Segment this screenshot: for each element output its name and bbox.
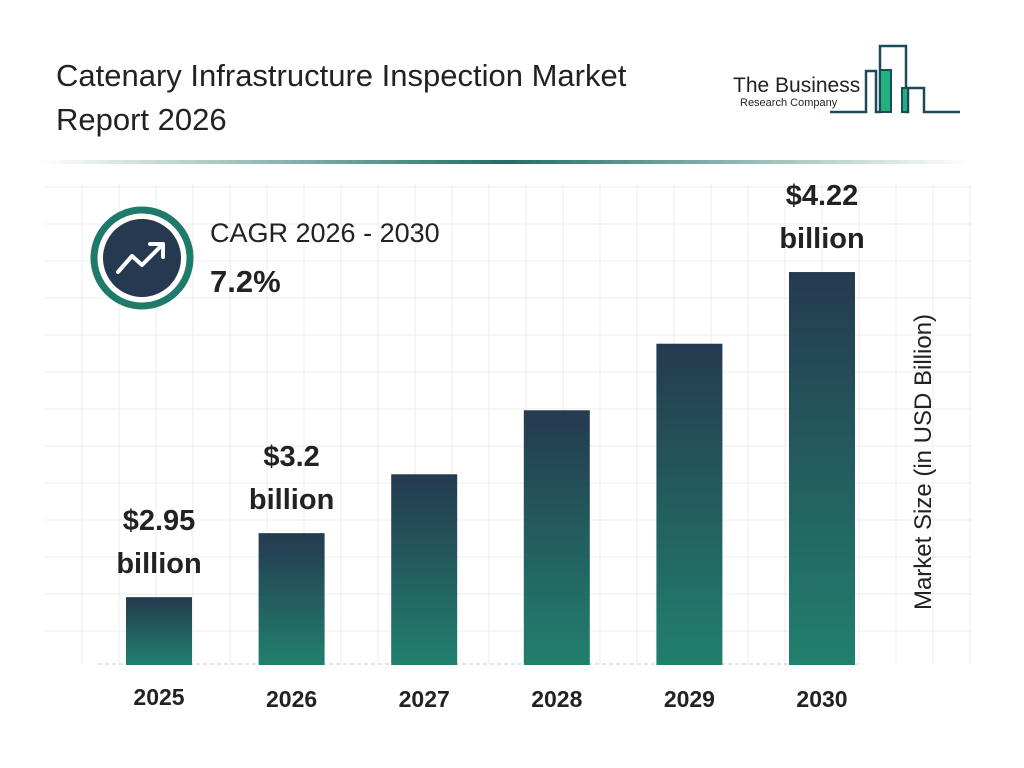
bar-2029: [656, 343, 723, 665]
data-label-value: $4.22: [786, 180, 859, 212]
logo-text-secondary: Research Company: [740, 97, 838, 109]
cagr-value: 7.2%: [210, 264, 281, 299]
bars: [126, 272, 855, 665]
y-axis-label: Market Size (in USD Billion): [910, 313, 937, 611]
data-labels: $2.95 billion $3.2 billion $4.22 billion: [116, 180, 864, 580]
data-label-value: $2.95: [123, 505, 196, 537]
cagr-label: CAGR 2026 - 2030: [210, 218, 440, 248]
page-title: Catenary Infrastructure Inspection Marke…: [56, 58, 627, 137]
x-tick-2030: 2030: [796, 686, 847, 712]
header-divider: [40, 160, 970, 164]
logo-text-primary: The Business: [733, 74, 861, 97]
bar-2027: [391, 474, 458, 665]
bar-2026: [258, 533, 325, 665]
data-label-unit: billion: [779, 223, 864, 255]
x-tick-2029: 2029: [664, 686, 715, 712]
bar-2030: [789, 272, 855, 665]
x-tick-2028: 2028: [531, 686, 582, 712]
data-label-value: $3.2: [263, 441, 319, 473]
company-logo: The Business Research Company: [730, 44, 970, 116]
x-tick-labels: 2025 2026 2027 2028 2029 2030: [133, 684, 847, 712]
trend-up-icon: [116, 243, 164, 274]
x-tick-2026: 2026: [266, 686, 317, 712]
cagr-badge: [90, 206, 194, 310]
bar-2025: [126, 597, 192, 665]
x-tick-2027: 2027: [399, 686, 450, 712]
bar-2028: [523, 410, 590, 665]
data-label-unit: billion: [116, 548, 201, 580]
x-tick-2025: 2025: [133, 684, 184, 710]
data-label-unit: billion: [249, 484, 334, 516]
